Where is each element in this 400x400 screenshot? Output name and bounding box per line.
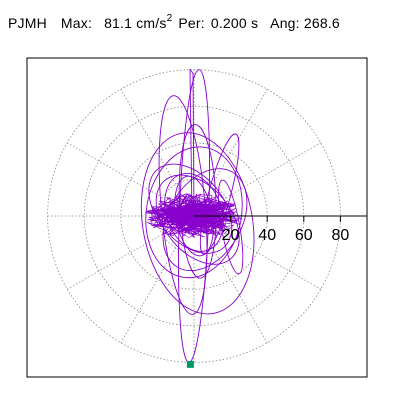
- grid-spoke: [225, 142, 321, 199]
- grid-spoke: [225, 233, 321, 290]
- per-label: Per:: [178, 14, 205, 31]
- station-code: PJMH: [8, 14, 47, 31]
- max-label: Max:: [60, 14, 93, 31]
- radial-tick-label: 60: [295, 227, 313, 244]
- trace-loop: [217, 179, 244, 275]
- max-unit-exponent: 2: [166, 13, 173, 24]
- trace-spike: [189, 68, 195, 217]
- ang-label: Ang:: [270, 14, 300, 31]
- acceleration-trace: [140, 68, 255, 363]
- radial-axis: 20 40 60 80: [194, 215, 367, 244]
- per-value: 0.200 s: [210, 14, 259, 31]
- radial-tick-label: 20: [222, 227, 240, 244]
- grid-spoke: [120, 247, 177, 343]
- max-value: 81.1: [104, 14, 133, 31]
- trace-loop: [199, 133, 240, 255]
- peak-marker-square: [186, 360, 194, 368]
- trace-core: [144, 193, 243, 239]
- trace-loop: [145, 146, 243, 279]
- grid-spoke: [211, 89, 268, 185]
- max-unit: cm/s: [136, 14, 167, 31]
- plot-frame: [26, 57, 368, 378]
- ang-value: 268.6: [303, 14, 340, 31]
- trace-loop: [140, 132, 255, 315]
- trace-loop: [162, 168, 248, 272]
- trace-loop: [148, 163, 233, 254]
- radial-tick-label: 80: [332, 227, 350, 244]
- peak-marker: [186, 360, 194, 368]
- radial-tick-label: 40: [258, 227, 276, 244]
- chart-header: PJMH Max: 81.1 cm/s2 Per: 0.200 s Ang: 268.6: [8, 13, 340, 31]
- grid-spoke: [67, 142, 163, 199]
- grid-spoke: [67, 233, 163, 290]
- grid-spoke: [120, 89, 177, 185]
